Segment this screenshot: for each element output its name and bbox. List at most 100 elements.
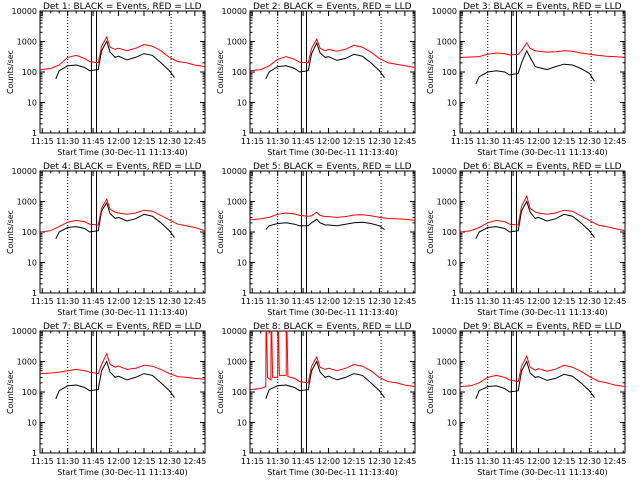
x-axis-label: Start Time (30-Dec-11 11:13:40) [477,308,608,317]
panel-det-9: Det 9: BLACK = Events, RED = LLD 1 10 100 10… [426,322,626,477]
y-tick-label: 100 [442,68,457,77]
x-tick-label: 11:30 [476,297,499,306]
x-tick-label: 12:00 [107,137,130,146]
y-tick-label: 1 [32,449,37,458]
x-tick-label: 12:00 [107,457,130,466]
y-tick-label: 1 [242,289,247,298]
y-tick-label: 1 [452,129,457,138]
x-tick-label: 12:15 [342,297,365,306]
y-tick-label: 10 [237,419,247,428]
events-series-line [265,360,385,399]
lld-series-line [460,354,626,388]
x-axis-label: Start Time (30-Dec-11 11:13:40) [57,468,188,477]
panel-det-3: Det 3: BLACK = Events, RED = LLD 1 10 100 10… [426,2,626,157]
x-tick-label: 11:15 [451,297,474,306]
y-tick-label: 1000 [17,38,37,47]
x-tick-label: 12:00 [527,457,550,466]
x-tick-label: 12:00 [527,297,550,306]
x-axis-label: Start Time (30-Dec-11 11:13:40) [477,148,608,157]
y-axis-label: Counts/sec [6,50,15,94]
x-tick-label: 12:30 [158,297,181,306]
y-tick-label: 100 [232,68,247,77]
x-tick-label: 11:30 [476,137,499,146]
x-tick-label: 12:30 [368,297,391,306]
x-tick-label: 11:15 [31,137,54,146]
plot-frame [39,170,206,294]
y-tick-label: 10000 [12,7,37,16]
panel-det-8: Det 8: BLACK = Events, RED = LLD 1 10 100 10… [216,322,416,477]
panel-det-4: Det 4: BLACK = Events, RED = LLD 1 10 100 10… [6,162,206,317]
x-tick-label: 11:15 [451,457,474,466]
y-tick-label: 10000 [222,327,247,336]
y-tick-label: 10 [447,99,457,108]
y-tick-label: 1000 [437,358,457,367]
y-tick-label: 100 [22,228,37,237]
x-tick-label: 12:15 [552,137,575,146]
events-series-line [265,41,385,80]
x-tick-label: 12:00 [107,297,130,306]
y-tick-label: 10 [27,419,37,428]
y-tick-label: 1000 [17,358,37,367]
y-tick-label: 1 [452,289,457,298]
x-tick-label: 12:15 [342,457,365,466]
lld-series-line [250,211,416,221]
x-tick-label: 12:00 [317,137,340,146]
panel-title: Det 5: BLACK = Events, RED = LLD [253,162,412,172]
x-tick-label: 12:45 [393,457,416,466]
y-axis-label: Counts/sec [426,50,435,94]
lld-series-line [250,37,416,72]
events-series-line [475,360,595,399]
x-tick-label: 11:30 [266,297,289,306]
x-tick-label: 11:15 [451,137,474,146]
y-tick-label: 100 [442,388,457,397]
x-tick-label: 11:15 [241,137,264,146]
x-tick-label: 11:45 [82,137,105,146]
lld-series-line [40,197,206,233]
x-tick-label: 11:45 [502,137,525,146]
panel-title: Det 4: BLACK = Events, RED = LLD [43,162,202,172]
events-series-line [55,201,175,240]
plot-frame [39,330,206,454]
panel-title: Det 2: BLACK = Events, RED = LLD [253,2,412,12]
x-tick-label: 12:30 [158,457,181,466]
x-tick-label: 11:15 [241,297,264,306]
x-tick-label: 12:30 [578,137,601,146]
panel-title: Det 8: BLACK = Events, RED = LLD [253,322,412,332]
x-tick-label: 11:45 [502,457,525,466]
y-tick-label: 100 [442,228,457,237]
plot-frame [459,330,626,454]
x-tick-label: 12:45 [393,137,416,146]
panel-title: Det 6: BLACK = Events, RED = LLD [463,162,622,172]
y-tick-label: 1000 [227,358,247,367]
y-tick-label: 10000 [222,7,247,16]
panel-det-6: Det 6: BLACK = Events, RED = LLD 1 10 100 10… [426,162,626,317]
y-tick-label: 10000 [432,167,457,176]
y-tick-label: 10 [27,99,37,108]
y-tick-label: 1000 [437,198,457,207]
events-series-line [55,40,175,79]
y-tick-label: 10000 [12,167,37,176]
x-tick-label: 11:30 [266,137,289,146]
x-tick-label: 11:45 [292,297,315,306]
y-tick-label: 1 [32,129,37,138]
y-tick-label: 1 [452,449,457,458]
y-tick-label: 1000 [227,198,247,207]
x-tick-label: 12:15 [552,457,575,466]
x-axis-label: Start Time (30-Dec-11 11:13:40) [57,148,188,157]
x-tick-label: 12:00 [317,297,340,306]
x-tick-label: 11:15 [31,297,54,306]
x-tick-label: 12:45 [183,137,206,146]
x-tick-label: 12:45 [603,457,626,466]
x-tick-label: 11:45 [82,297,105,306]
y-tick-label: 1000 [227,38,247,47]
x-tick-label: 12:30 [578,297,601,306]
y-tick-label: 10 [27,259,37,268]
x-tick-label: 11:30 [56,297,79,306]
x-tick-label: 12:45 [183,457,206,466]
x-tick-label: 11:15 [31,457,54,466]
panel-title: Det 1: BLACK = Events, RED = LLD [43,2,202,12]
y-tick-label: 100 [232,228,247,237]
panel-det-5: Det 5: BLACK = Events, RED = LLD 1 10 100 10… [216,162,416,317]
y-axis-label: Counts/sec [6,210,15,254]
x-tick-label: 12:45 [603,297,626,306]
